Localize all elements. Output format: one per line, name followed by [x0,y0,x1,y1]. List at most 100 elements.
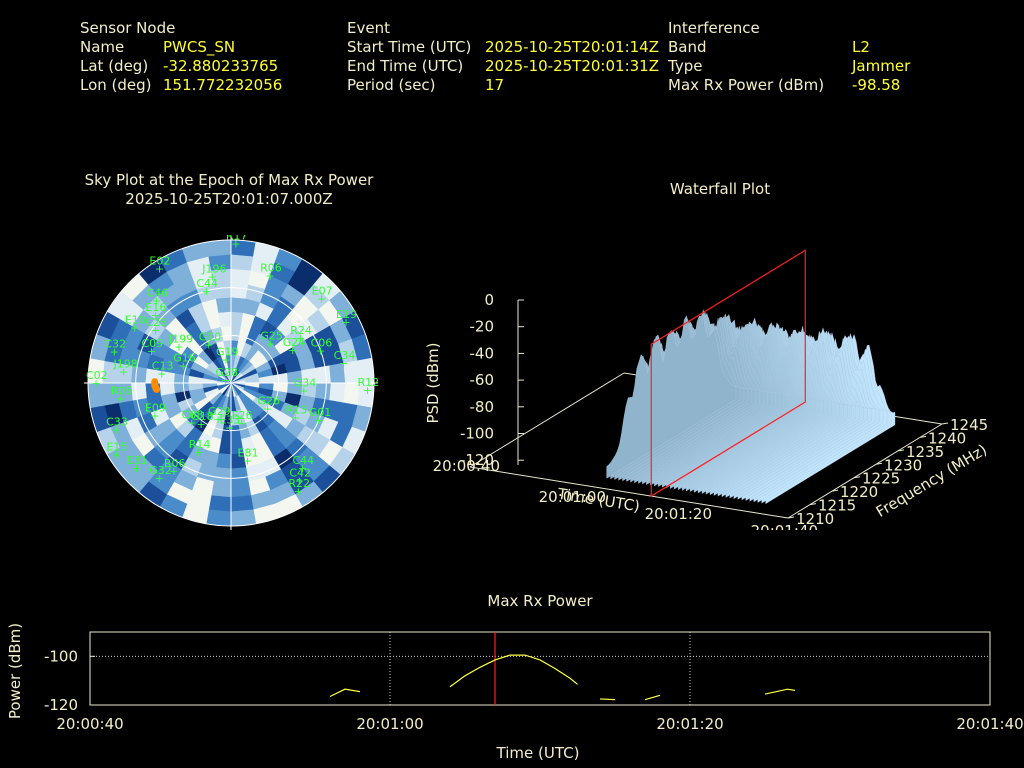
heatmap-cell [210,481,232,498]
satellite-label: G28 [215,366,238,379]
satellite-plus-icon: + [202,285,211,298]
event-end-label: End Time (UTC) [347,57,464,75]
satellite-label: E31 [127,454,148,467]
satellite-marker: +C32 [104,338,126,359]
satellite-marker: +C26 [146,316,168,337]
satellite-marker: +E02 [149,254,170,275]
satellite-plus-icon: + [314,414,323,427]
satellite-label: G10 [199,330,222,343]
satellite-plus-icon: + [231,237,240,250]
event-start-label: Start Time (UTC) [347,38,472,56]
satellite-plus-icon: + [299,385,308,398]
heatmap-cell [230,254,254,271]
event-section-title: Event [347,19,390,37]
satellite-plus-icon: + [197,418,206,431]
satellite-label: C08 [182,408,204,421]
satellite-plus-icon: + [155,262,164,275]
y-axis-label: Power (dBm) [6,623,24,719]
satellite-label: E02 [149,254,170,267]
heatmap-cell [357,357,374,384]
psd-tick-label: -60 [470,371,495,389]
interference-power-value: -98.58 [852,76,901,94]
satellite-marker: +R22 [288,477,310,498]
power-chart-frame [89,631,991,706]
satellite-label: J196 [201,263,226,276]
event-period-value: 17 [485,76,505,94]
satellite-marker: +G18 [191,410,214,431]
waterfall-cursor-plane [650,249,806,498]
freq-tick [809,503,817,506]
satellite-marker: +E09 [145,401,166,422]
satellite-label: G19 [216,346,239,359]
heatmap-cell [159,382,175,396]
satellite-plus-icon: + [294,485,303,498]
satellite-marker: +J198 [113,358,138,379]
satellite-marker: +G01 [309,406,332,427]
freq-tick-label: 1215 [818,497,856,515]
satellite-marker: +C08 [182,408,204,429]
psd-tick-label: 0 [484,291,494,309]
freq-tick [831,489,839,492]
freq-axis [787,423,943,519]
satellite-plus-icon: + [316,344,325,357]
psd-tick-label: -100 [460,425,494,443]
power-line-segment [329,688,361,698]
interference-section-title: Interference [668,19,760,37]
satellite-plus-icon: + [91,377,100,390]
heatmap-cell [230,509,257,526]
skyplot-subtitle: 2025-10-25T20:01:07.000Z [125,190,333,208]
sensor-lat-label: Lat (deg) [80,57,149,75]
satellite-plus-icon: + [130,321,139,334]
freq-tick [875,462,883,465]
satellite-marker: +E26 [232,409,253,430]
heatmap-cell [230,467,249,484]
satellite-label: R14 [189,438,211,451]
time-tick-label: 20:01:20 [645,505,712,523]
interference-type-label: Type [668,57,703,75]
freq-tick-label: 1235 [906,443,944,461]
jammer-track-line [151,378,161,394]
sensor-section-title: Sensor Node [80,19,176,37]
satellite-marker: +G19 [216,346,239,367]
satellite-plus-icon: + [263,403,272,416]
power-line-segment [764,688,796,695]
freq-tick [919,435,927,438]
satellite-label: E26 [232,409,253,422]
x-tick-label: 20:01:40 [956,715,1023,733]
satellite-plus-icon: + [147,345,156,358]
sensor-lon-value: 151.772232056 [163,76,283,94]
heatmap-cell [130,382,147,401]
heatmap-cell [329,382,346,404]
satellite-marker: +C44 [292,454,314,475]
satellite-label: G18 [191,410,214,423]
skyplot-title: Sky Plot at the Epoch of Max Rx Power [84,171,374,189]
satellite-label: E09 [145,401,166,414]
satellite-marker: +G26 [257,395,280,416]
floor-edge [469,372,625,468]
satellite-plus-icon: + [179,360,188,373]
satellite-marker: +E33 [219,413,240,434]
satellite-label: R22 [288,477,310,490]
heatmap-cell [315,382,332,401]
freq-tick-label: 1230 [884,456,922,474]
satellite-label: J199 [168,333,193,346]
heatmap-cell [205,240,232,257]
power-line-segment [644,694,661,701]
psd-tick-label: -120 [460,451,494,469]
interference-type-value: Jammer [852,57,911,75]
time-tick-label: 20:01:40 [751,522,818,530]
event-period-label: Period (sec) [347,76,436,94]
satellite-plus-icon: + [237,417,246,430]
power-line-segment [599,698,616,701]
satellite-plus-icon: + [132,462,141,475]
freq-tick-label: 1240 [928,429,966,447]
satellite-marker: +G25 [260,330,283,351]
satellite-label: E81 [238,447,259,460]
satellite-marker: +G28 [215,366,238,387]
heatmap-cell [205,509,232,526]
sensor-name-value: PWCS_SN [163,38,236,56]
satellite-plus-icon: + [341,316,350,329]
satellite-label: C09 [141,337,163,350]
satellite-plus-icon: + [110,346,119,359]
satellite-marker: +E31 [127,454,148,475]
